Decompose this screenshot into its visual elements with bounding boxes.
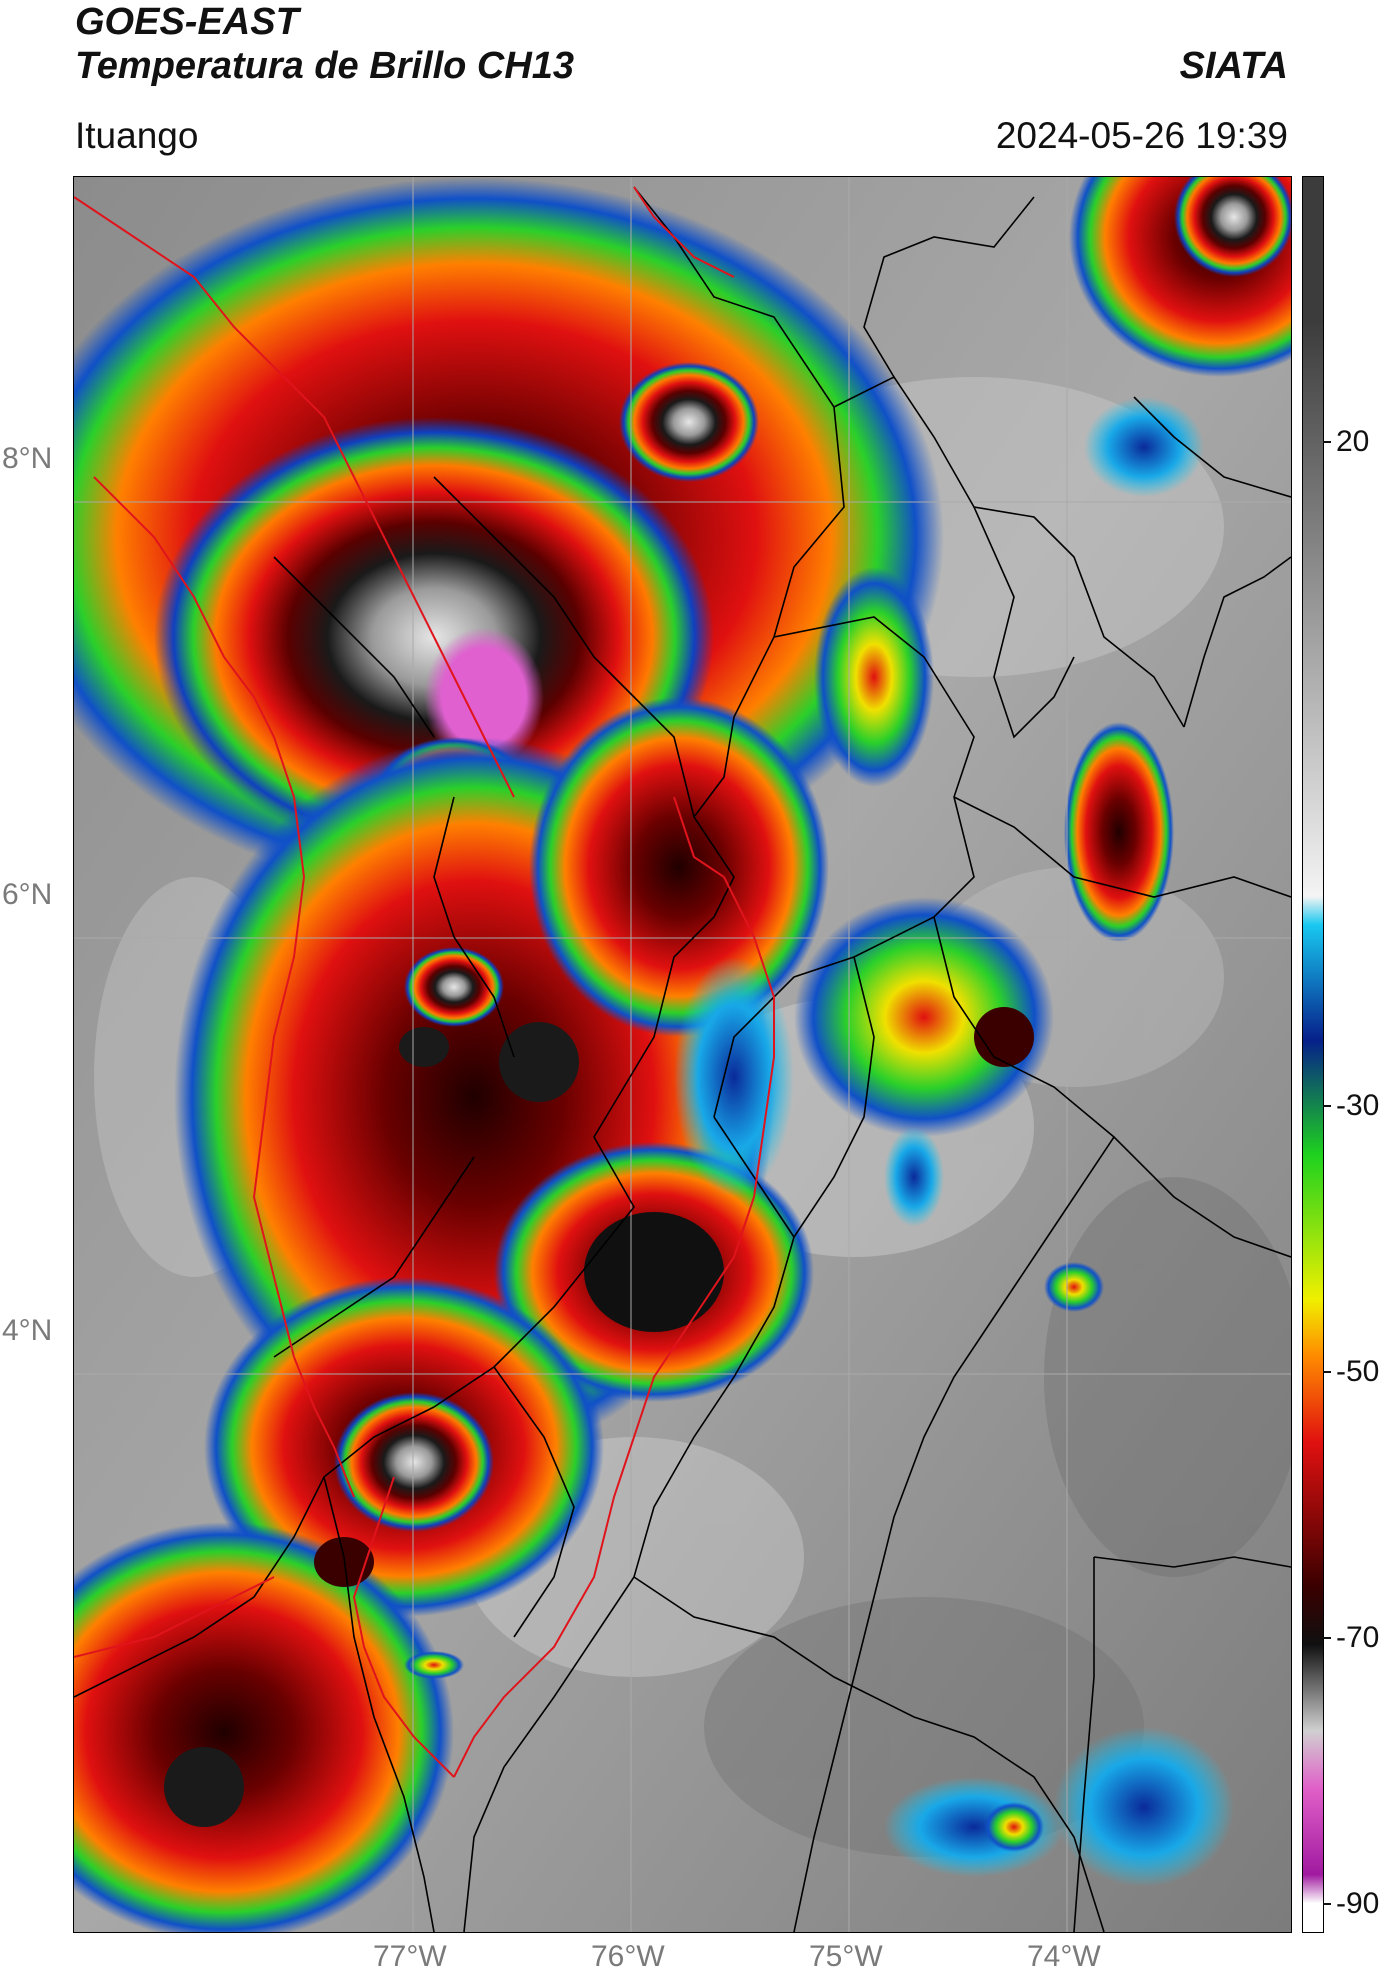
- organization-label: SIATA: [1179, 45, 1288, 87]
- lon-label-77w: 77°W: [373, 1940, 447, 1973]
- temperature-colorbar: [1302, 176, 1324, 1933]
- colorbar-label-minus50: -50: [1336, 1355, 1380, 1388]
- graticule: [74, 177, 1291, 1932]
- colorbar-tick-20: [1323, 441, 1331, 443]
- convective-cell-east-4: [674, 957, 794, 1197]
- convective-band-central: [174, 697, 829, 1457]
- lat-label-4n: 4°N: [2, 1314, 53, 1347]
- colorbar-label-minus70: -70: [1336, 1621, 1380, 1654]
- colorbar-tick-minus90: [1323, 1903, 1331, 1905]
- convective-cell-southeast: [1054, 1727, 1234, 1887]
- title-satellite: GOES-EAST: [75, 1, 299, 43]
- colorbar-tick-minus30: [1323, 1105, 1331, 1107]
- colorbar-label-minus30: -30: [1336, 1089, 1380, 1122]
- colorbar-label-20: 20: [1336, 425, 1370, 458]
- colorbar-ramp: [1303, 177, 1323, 1932]
- colorbar-label-minus90: -90: [1336, 1887, 1380, 1920]
- lon-label-75w: 75°W: [809, 1940, 883, 1973]
- map-canvas: [74, 177, 1291, 1932]
- lat-label-8n: 8°N: [2, 442, 53, 475]
- convective-cell-east-2: [1064, 722, 1174, 942]
- lon-label-74w: 74°W: [1027, 1940, 1101, 1973]
- highlight-borders: [74, 186, 775, 1778]
- region-label: Ituango: [75, 115, 199, 156]
- colorbar-tick-minus70: [1323, 1637, 1331, 1639]
- satellite-map[interactable]: [73, 176, 1292, 1933]
- convective-cell-east-1: [814, 567, 934, 787]
- lat-label-6n: 6°N: [2, 878, 53, 911]
- convective-cell-east-3: [794, 897, 1054, 1137]
- title-product: Temperatura de Brillo CH13: [75, 45, 575, 87]
- timestamp-label: 2024-05-26 19:39: [995, 115, 1288, 156]
- lon-label-76w: 76°W: [591, 1940, 665, 1973]
- colorbar-tick-minus50: [1323, 1371, 1331, 1373]
